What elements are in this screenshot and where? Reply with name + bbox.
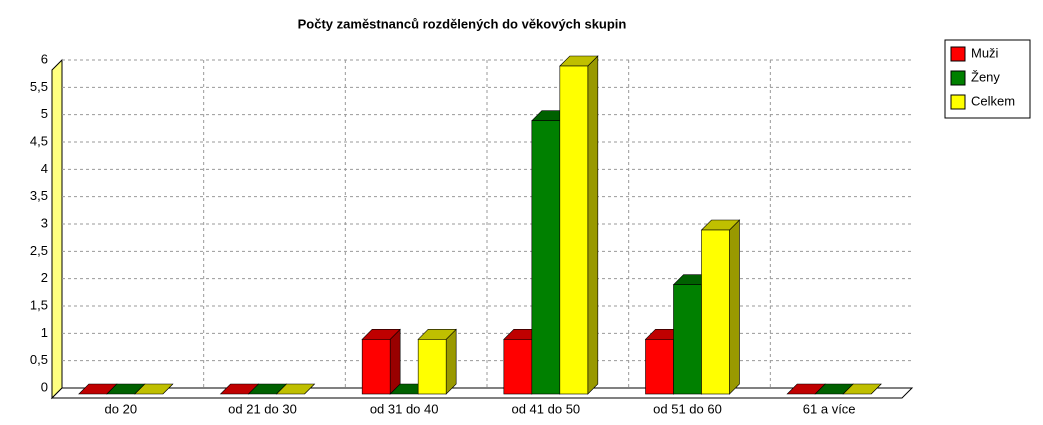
- y-tick-label: 1: [41, 325, 48, 340]
- y-tick-label: 5,5: [30, 79, 48, 94]
- y-tick-label: 1,5: [30, 297, 48, 312]
- bar-top: [275, 383, 316, 395]
- x-tick-label: od 41 do 50: [511, 401, 580, 416]
- y-tick-label: 3,5: [30, 188, 48, 203]
- x-tick-label: od 51 do 60: [653, 401, 722, 416]
- bar: [417, 339, 447, 395]
- y-tick-label: 4: [41, 161, 48, 176]
- y-tick-label: 2: [41, 270, 48, 285]
- x-tick-label: od 31 do 40: [370, 401, 439, 416]
- floor: [50, 387, 914, 399]
- bar-side: [587, 55, 599, 395]
- bar: [559, 65, 589, 395]
- legend-swatch: [950, 46, 966, 62]
- bar-top: [134, 383, 174, 395]
- bar: [531, 120, 561, 395]
- y-tick-label: 5: [41, 106, 48, 121]
- y-tick-label: 3: [41, 215, 48, 230]
- legend-swatch: [950, 70, 966, 86]
- legend-swatch: [950, 94, 966, 110]
- y-tick-label: 0,5: [30, 352, 48, 367]
- legend-label: Celkem: [971, 93, 1015, 108]
- y-tick-label: 4,5: [30, 133, 48, 148]
- x-tick-label: 61 a více: [803, 401, 856, 416]
- bar: [361, 339, 391, 395]
- y-tick-label: 2,5: [30, 243, 48, 258]
- chart-title: Počty zaměstnanců rozdělených do věkovýc…: [298, 16, 627, 31]
- bar-top: [842, 383, 882, 395]
- bar: [645, 339, 674, 395]
- bar-side: [445, 328, 457, 395]
- bar-side: [389, 328, 401, 395]
- x-tick-label: do 20: [105, 401, 138, 416]
- bar-side: [729, 219, 740, 395]
- legend-label: Muži: [971, 45, 999, 60]
- bar: [701, 229, 730, 395]
- y-tick-label: 6: [41, 51, 48, 66]
- left-wall: [51, 58, 63, 400]
- legend-label: Ženy: [971, 69, 1000, 84]
- y-tick-label: 0: [41, 379, 48, 394]
- x-tick-label: od 21 do 30: [228, 401, 297, 416]
- bar: [673, 284, 702, 395]
- bar: [503, 339, 533, 395]
